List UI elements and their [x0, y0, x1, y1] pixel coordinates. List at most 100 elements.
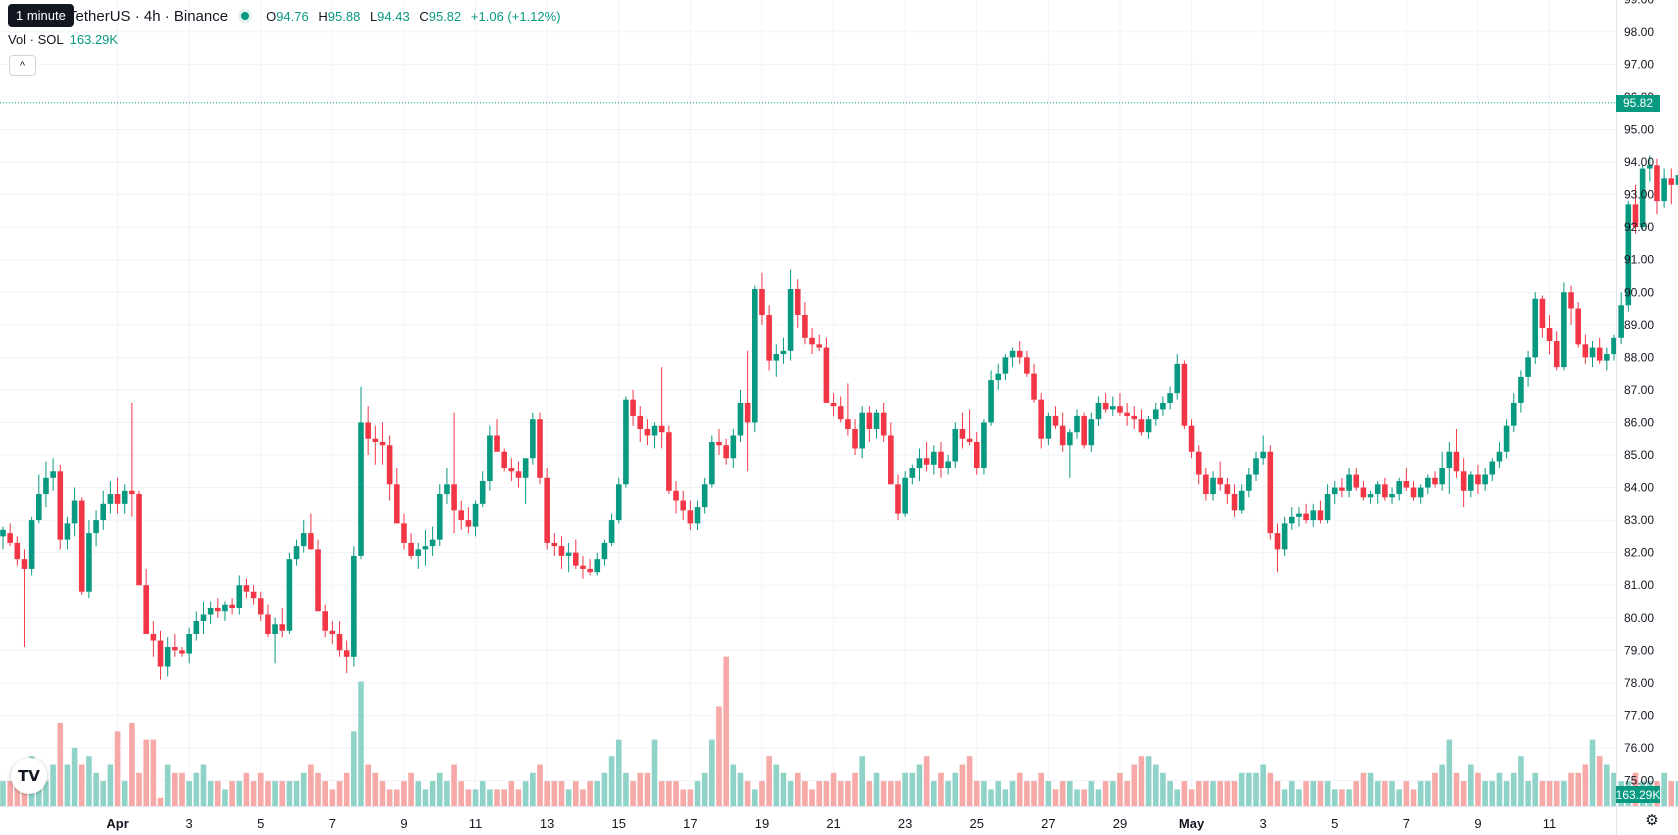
candle-body	[723, 445, 729, 459]
volume-bar	[1611, 772, 1617, 806]
price-tick-label: 91.00	[1624, 253, 1654, 267]
price-tick-label: 94.00	[1624, 155, 1654, 169]
collapse-legend-button[interactable]: ^	[9, 55, 36, 76]
volume-bar	[272, 781, 278, 806]
candle-body	[322, 611, 328, 631]
candle-body	[1353, 474, 1360, 488]
candle-body	[687, 510, 694, 524]
candle-body	[1253, 458, 1259, 475]
price-tick-label: 84.00	[1624, 481, 1654, 495]
volume-bar	[465, 789, 472, 806]
candle-body	[651, 425, 658, 436]
candle-body	[1432, 477, 1438, 485]
volume-bars	[0, 656, 1678, 806]
gear-icon[interactable]: ⚙	[1645, 811, 1659, 829]
volume-bar	[386, 789, 393, 806]
candle-body	[615, 484, 622, 521]
volume-bar	[215, 781, 221, 806]
volume-bar	[859, 756, 865, 806]
candle-body	[207, 607, 214, 615]
candle-body	[551, 542, 558, 547]
candle-body	[1188, 425, 1195, 452]
candle-body	[1346, 474, 1352, 491]
candle-body	[7, 533, 13, 543]
volume-bar	[236, 781, 243, 806]
candle-body	[222, 604, 228, 612]
candle-body	[401, 523, 407, 543]
volume-bar	[78, 764, 85, 806]
candle-body	[265, 614, 271, 635]
volume-legend: Vol · SOL 163.29K	[8, 32, 118, 47]
candle-body	[1152, 409, 1159, 420]
volume-bar	[744, 781, 751, 806]
volume-bar	[121, 781, 128, 806]
tradingview-logo[interactable]: TV	[11, 758, 47, 794]
volume-bar	[587, 781, 593, 806]
price-axis[interactable]: 75.00 76.00 77.00 78.00 79.00 80.00 81.00 82.00…	[1616, 0, 1655, 835]
volume-bar	[1281, 789, 1288, 806]
volume-bar	[687, 789, 694, 806]
volume-bar	[494, 789, 500, 806]
candle-body	[1331, 487, 1338, 495]
candle-body	[630, 399, 636, 416]
volume-bar	[164, 764, 171, 806]
volume-bar	[780, 772, 787, 806]
candle-body	[129, 490, 135, 495]
time-axis[interactable]: Apr 3 5 7 9 11 13 15 17 19 21 23 25 27 29 May 3 5 7 9 11	[0, 806, 1678, 832]
volume-label[interactable]: Vol · SOL	[8, 32, 64, 47]
volume-bar	[358, 681, 364, 806]
candle-body	[666, 432, 672, 491]
volume-bar	[995, 781, 1002, 806]
candle-body	[64, 523, 71, 540]
candle-body	[272, 624, 278, 635]
symbol-title[interactable]: TetherUS · 4h · Binance	[68, 7, 229, 25]
candle-body	[394, 484, 400, 524]
candle-body	[329, 630, 336, 635]
candle-body	[658, 425, 665, 433]
candle-body	[1095, 402, 1102, 420]
candle-body	[1203, 474, 1209, 495]
candle-body	[1238, 490, 1245, 511]
time-tick-label: 29	[1113, 816, 1127, 831]
volume-bar	[1331, 789, 1338, 806]
volume-bar	[193, 772, 200, 806]
volume-bar	[537, 764, 543, 806]
volume-bar	[1382, 781, 1388, 806]
candle-body	[1031, 373, 1037, 400]
candle-body	[1267, 451, 1274, 534]
volume-bar	[379, 781, 386, 806]
volume-bar	[1561, 781, 1567, 806]
volume-bar	[1468, 764, 1474, 806]
candle-body	[909, 468, 916, 478]
volume-bar	[1110, 781, 1116, 806]
candle-body	[1131, 415, 1138, 420]
volume-bar	[1260, 764, 1266, 806]
volume-bar	[64, 764, 71, 806]
market-status-icon[interactable]	[238, 9, 253, 23]
volume-bar	[902, 772, 908, 806]
volume-bar	[522, 781, 529, 806]
candle-body	[429, 539, 436, 547]
candle-body	[200, 614, 207, 622]
candle-body	[1102, 402, 1109, 410]
volume-bar	[257, 772, 264, 806]
candle-body	[845, 419, 851, 429]
candle-body	[1403, 481, 1410, 488]
candle-body	[1489, 461, 1496, 475]
low-label: L	[369, 8, 378, 24]
candle-body	[759, 288, 765, 316]
volume-bar	[1489, 781, 1496, 806]
volume-bar	[343, 772, 350, 806]
volume-bar	[107, 764, 114, 806]
volume-bar	[43, 781, 49, 806]
candle-body	[694, 507, 701, 524]
volume-bar	[157, 797, 164, 806]
candle-body	[308, 533, 314, 550]
volume-bar	[71, 747, 78, 806]
volume-bar	[1124, 781, 1130, 806]
candle-body	[601, 542, 608, 560]
candle-body	[787, 288, 794, 351]
candle-body	[1539, 298, 1546, 329]
volume-bar	[938, 772, 944, 806]
